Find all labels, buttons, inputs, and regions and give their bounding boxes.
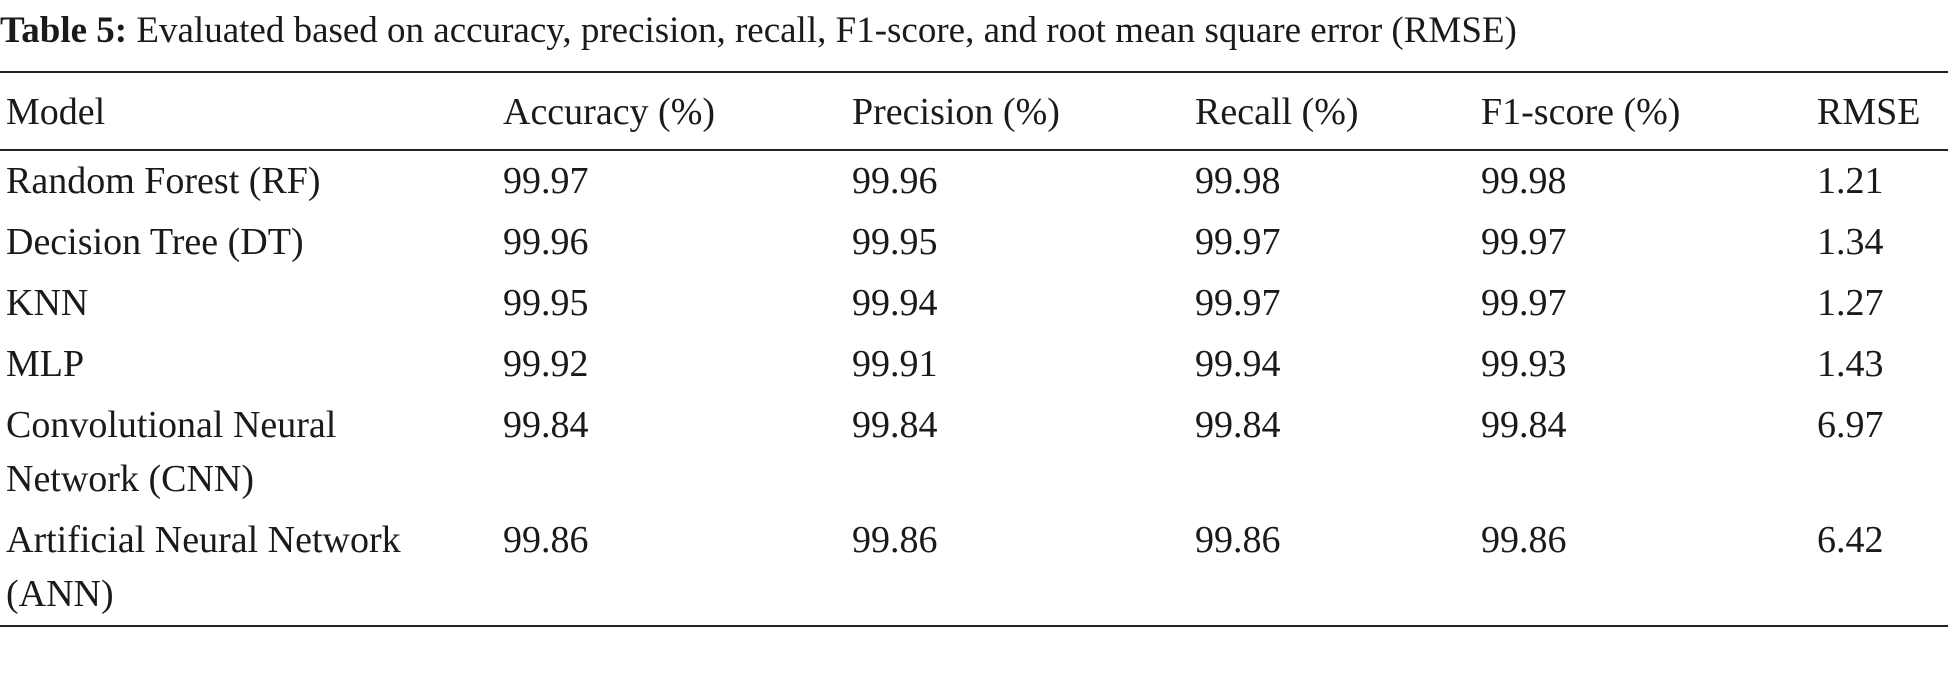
caption-text: Evaluated based on accuracy, precision, … (136, 10, 1517, 51)
cell-text: 99.86 (1481, 519, 1567, 561)
metric-value: 99.84 (503, 395, 852, 510)
metric-value: 99.84 (1195, 395, 1481, 510)
column-header: F1-score (%) (1481, 91, 1681, 133)
cell-text: 99.84 (1195, 404, 1281, 446)
table-header: Model Accuracy (%) Precision (%) Recall (%)… (0, 72, 1948, 150)
metric-value: 99.97 (1481, 273, 1817, 334)
cell-text: 99.93 (1481, 343, 1567, 385)
metric-value: 99.86 (1195, 510, 1481, 626)
table-row: KNN 99.95 99.94 99.97 99.97 1.27 (0, 273, 1948, 334)
column-header: Precision (%) (852, 91, 1060, 133)
metric-value: 99.94 (1195, 334, 1481, 395)
cell-text: MLP (6, 343, 85, 385)
cell-text: 99.98 (1195, 160, 1281, 202)
table-row: Decision Tree (DT) 99.96 99.95 99.97 99.97 1.… (0, 212, 1948, 273)
cell-text: 99.96 (852, 160, 938, 202)
table-row: MLP 99.92 99.91 99.94 99.93 1.43 (0, 334, 1948, 395)
caption-label: Table 5: (0, 10, 128, 51)
cell-text: 99.84 (503, 404, 589, 446)
cell-text: 99.94 (1195, 343, 1281, 385)
column-header: Accuracy (%) (503, 91, 716, 133)
cell-text: Convolutional Neural Network (CNN) (6, 404, 337, 500)
metric-value: 6.97 (1817, 395, 1948, 510)
cell-text: 99.97 (1481, 221, 1567, 263)
cell-text: 1.43 (1817, 343, 1884, 385)
metric-value: 99.95 (503, 273, 852, 334)
cell-text: 99.97 (1195, 221, 1281, 263)
metric-value: 99.97 (503, 150, 852, 212)
metric-value: 99.93 (1481, 334, 1817, 395)
metric-value: 99.96 (503, 212, 852, 273)
cell-text: 99.86 (503, 519, 589, 561)
cell-text: 99.84 (1481, 404, 1567, 446)
cell-text: 6.42 (1817, 519, 1884, 561)
cell-text: 99.97 (1481, 282, 1567, 324)
metric-value: 99.97 (1195, 273, 1481, 334)
metric-value: 99.96 (852, 150, 1195, 212)
results-table: Model Accuracy (%) Precision (%) Recall (%)… (0, 71, 1948, 627)
cell-text: 99.92 (503, 343, 589, 385)
table-row: Artificial Neural Network (ANN) 99.86 99.8… (0, 510, 1948, 626)
metric-value: 99.84 (852, 395, 1195, 510)
cell-text: 99.91 (852, 343, 938, 385)
cell-text: 99.84 (852, 404, 938, 446)
cell-text: 1.21 (1817, 160, 1884, 202)
metric-value: 99.94 (852, 273, 1195, 334)
table-row: Convolutional Neural Network (CNN) 99.84 9… (0, 395, 1948, 510)
metric-value: 1.27 (1817, 273, 1948, 334)
column-header: RMSE (1817, 91, 1921, 133)
cell-text: 99.95 (852, 221, 938, 263)
header-row: Model Accuracy (%) Precision (%) Recall (%)… (0, 72, 1948, 150)
metric-value: 1.34 (1817, 212, 1948, 273)
table-caption: Table 5: Evaluated based on accuracy, pr… (0, 0, 1954, 72)
cell-text: 99.96 (503, 221, 589, 263)
metric-value: 99.84 (1481, 395, 1817, 510)
metric-value: 1.43 (1817, 334, 1948, 395)
table-row: Random Forest (RF) 99.97 99.96 99.98 99.98 1.… (0, 150, 1948, 212)
model-name: Random Forest (RF) (0, 150, 503, 212)
metric-value: 6.42 (1817, 510, 1948, 626)
model-name: MLP (0, 334, 503, 395)
cell-text: 99.97 (1195, 282, 1281, 324)
metric-value: 99.86 (852, 510, 1195, 626)
column-header: Model (6, 91, 106, 133)
metric-value: 99.92 (503, 334, 852, 395)
cell-text: 99.86 (852, 519, 938, 561)
cell-text: 99.86 (1195, 519, 1281, 561)
cell-text: 99.94 (852, 282, 938, 324)
cell-text: Random Forest (RF) (6, 160, 321, 202)
cell-text: 99.97 (503, 160, 589, 202)
metric-value: 99.91 (852, 334, 1195, 395)
cell-text: Artificial Neural Network (ANN) (6, 519, 401, 615)
model-name: Convolutional Neural Network (CNN) (0, 395, 503, 510)
cell-text: 99.98 (1481, 160, 1567, 202)
metric-value: 99.95 (852, 212, 1195, 273)
metric-value: 99.97 (1481, 212, 1817, 273)
cell-text: KNN (6, 282, 89, 324)
cell-text: 99.95 (503, 282, 589, 324)
cell-text: Decision Tree (DT) (6, 221, 304, 263)
model-name: Decision Tree (DT) (0, 212, 503, 273)
metric-value: 99.86 (1481, 510, 1817, 626)
cell-text: 6.97 (1817, 404, 1884, 446)
metric-value: 99.86 (503, 510, 852, 626)
metric-value: 1.21 (1817, 150, 1948, 212)
model-name: KNN (0, 273, 503, 334)
metric-value: 99.97 (1195, 212, 1481, 273)
table-body: Random Forest (RF) 99.97 99.96 99.98 99.98 1.… (0, 150, 1948, 626)
model-name: Artificial Neural Network (ANN) (0, 510, 503, 626)
column-header: Recall (%) (1195, 91, 1359, 133)
metric-value: 99.98 (1481, 150, 1817, 212)
metric-value: 99.98 (1195, 150, 1481, 212)
cell-text: 1.27 (1817, 282, 1884, 324)
cell-text: 1.34 (1817, 221, 1884, 263)
